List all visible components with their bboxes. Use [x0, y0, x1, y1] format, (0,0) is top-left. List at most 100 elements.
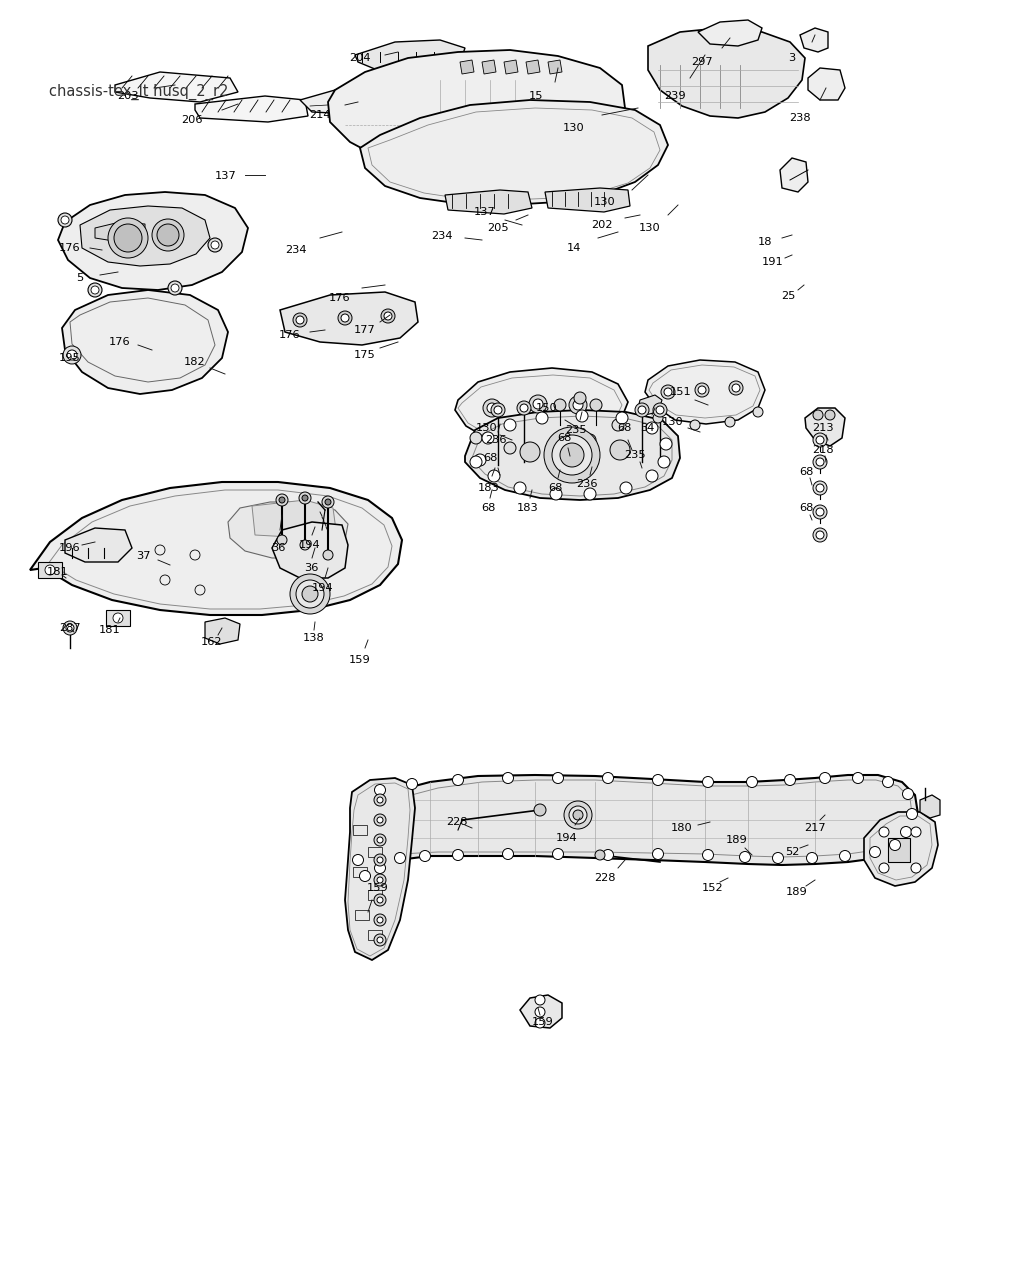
Circle shape — [534, 399, 543, 410]
Text: 181: 181 — [47, 567, 69, 577]
Circle shape — [653, 403, 667, 417]
Text: 217: 217 — [804, 823, 825, 833]
Circle shape — [299, 492, 311, 504]
Polygon shape — [805, 408, 845, 446]
Circle shape — [375, 862, 385, 874]
Circle shape — [660, 438, 672, 450]
Circle shape — [503, 848, 513, 860]
Circle shape — [652, 848, 664, 860]
Polygon shape — [455, 368, 628, 446]
Circle shape — [483, 399, 501, 417]
Polygon shape — [80, 206, 210, 266]
Circle shape — [494, 406, 502, 413]
Text: chassis-tex_lt husq_2_r2: chassis-tex_lt husq_2_r2 — [49, 84, 228, 99]
Polygon shape — [526, 60, 540, 74]
Circle shape — [520, 404, 528, 412]
Text: 152: 152 — [702, 883, 724, 893]
Circle shape — [584, 434, 596, 446]
Circle shape — [902, 789, 913, 800]
Text: 150: 150 — [537, 403, 558, 413]
Text: 195: 195 — [59, 354, 81, 363]
Text: 194: 194 — [556, 833, 578, 843]
Circle shape — [374, 834, 386, 846]
Circle shape — [819, 772, 830, 784]
Text: 68: 68 — [482, 453, 498, 463]
Circle shape — [816, 485, 824, 492]
Polygon shape — [58, 192, 248, 290]
Polygon shape — [272, 522, 348, 577]
Text: 239: 239 — [665, 92, 686, 100]
Circle shape — [470, 455, 482, 468]
Circle shape — [658, 455, 670, 468]
Text: 234: 234 — [431, 232, 453, 240]
Circle shape — [420, 851, 430, 861]
Circle shape — [302, 586, 318, 602]
Circle shape — [575, 410, 588, 422]
Text: 236: 236 — [577, 480, 598, 488]
Circle shape — [157, 224, 179, 245]
Circle shape — [544, 427, 600, 483]
Circle shape — [374, 915, 386, 926]
Circle shape — [322, 496, 334, 508]
Text: 214: 214 — [309, 109, 331, 120]
Circle shape — [825, 410, 835, 420]
Text: 176: 176 — [110, 337, 131, 347]
Circle shape — [66, 625, 74, 632]
Text: 14: 14 — [567, 243, 582, 253]
Circle shape — [569, 806, 587, 824]
Circle shape — [152, 219, 184, 251]
Circle shape — [656, 406, 664, 413]
Polygon shape — [300, 88, 385, 114]
Circle shape — [813, 481, 827, 495]
Circle shape — [549, 441, 561, 454]
Text: 34: 34 — [640, 424, 654, 432]
Circle shape — [662, 385, 675, 399]
Text: 175: 175 — [354, 350, 376, 360]
Polygon shape — [888, 838, 910, 862]
Circle shape — [816, 508, 824, 516]
Text: 202: 202 — [591, 220, 612, 230]
Circle shape — [88, 282, 102, 296]
Text: 181: 181 — [99, 625, 121, 635]
Circle shape — [377, 876, 383, 883]
Circle shape — [377, 817, 383, 823]
Polygon shape — [38, 562, 62, 577]
Circle shape — [514, 482, 526, 494]
Circle shape — [490, 403, 505, 417]
Text: 138: 138 — [303, 633, 325, 644]
Text: 130: 130 — [594, 197, 615, 207]
Circle shape — [620, 482, 632, 494]
Text: 235: 235 — [625, 450, 646, 460]
Text: 159: 159 — [349, 655, 371, 665]
Circle shape — [293, 313, 307, 327]
Text: 180: 180 — [671, 823, 693, 833]
Circle shape — [61, 216, 69, 224]
Circle shape — [352, 855, 364, 865]
Circle shape — [816, 436, 824, 444]
Circle shape — [470, 432, 482, 444]
Text: 183: 183 — [478, 483, 500, 494]
Circle shape — [653, 413, 663, 424]
Circle shape — [560, 443, 584, 467]
Polygon shape — [355, 39, 465, 76]
Text: 130: 130 — [663, 417, 684, 427]
Circle shape — [602, 850, 613, 860]
Circle shape — [208, 238, 222, 252]
Polygon shape — [352, 775, 918, 881]
Text: 130: 130 — [563, 123, 585, 134]
Text: 176: 176 — [59, 243, 81, 253]
Text: 234: 234 — [286, 245, 307, 254]
Circle shape — [503, 772, 513, 784]
Polygon shape — [345, 778, 415, 960]
Circle shape — [374, 794, 386, 806]
Text: 137: 137 — [474, 207, 496, 218]
Text: 204: 204 — [349, 53, 371, 64]
Circle shape — [807, 852, 817, 864]
Circle shape — [900, 827, 911, 837]
Circle shape — [550, 488, 562, 500]
Circle shape — [171, 284, 179, 293]
Circle shape — [67, 350, 77, 360]
Text: 213: 213 — [812, 424, 834, 432]
Circle shape — [374, 854, 386, 866]
Circle shape — [813, 505, 827, 519]
